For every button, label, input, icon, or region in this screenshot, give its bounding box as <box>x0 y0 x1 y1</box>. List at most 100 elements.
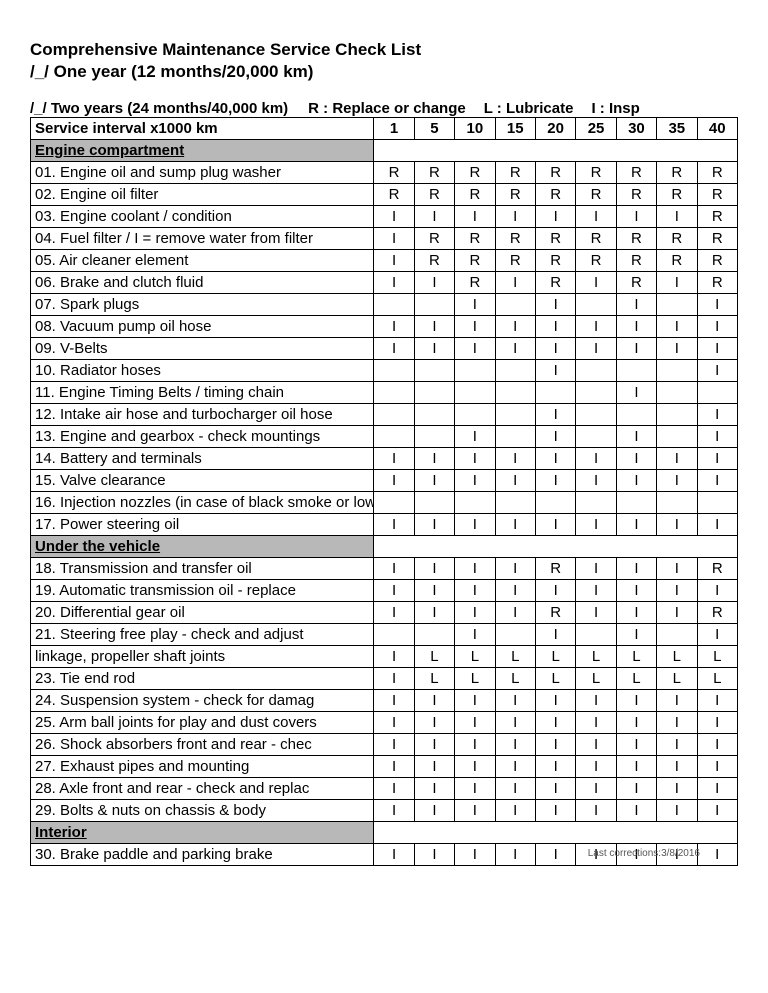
table-row: 24. Suspension system - check for damagI… <box>31 690 738 712</box>
cell <box>374 426 414 448</box>
legend-two-years: /_/ Two years (24 months/40,000 km) <box>30 100 288 117</box>
cell: I <box>455 734 495 756</box>
cell: I <box>616 624 656 646</box>
cell: I <box>455 690 495 712</box>
cell <box>374 382 414 404</box>
cell: I <box>697 404 737 426</box>
row-label: 17. Power steering oil <box>31 514 374 536</box>
cell: I <box>495 558 535 580</box>
table-row: 12. Intake air hose and turbocharger oil… <box>31 404 738 426</box>
cell: I <box>414 316 454 338</box>
cell: I <box>576 514 616 536</box>
cell: I <box>374 756 414 778</box>
cell: I <box>616 426 656 448</box>
km-col-8: 40 <box>697 118 737 140</box>
cell <box>495 404 535 426</box>
cell: I <box>535 800 575 822</box>
cell: I <box>414 756 454 778</box>
row-label: 11. Engine Timing Belts / timing chain <box>31 382 374 404</box>
cell <box>374 492 414 514</box>
cell: R <box>535 602 575 624</box>
row-label: 08. Vacuum pump oil hose <box>31 316 374 338</box>
cell: I <box>455 426 495 448</box>
cell: I <box>535 448 575 470</box>
cell: I <box>414 800 454 822</box>
cell: I <box>657 580 697 602</box>
cell: R <box>657 162 697 184</box>
cell: I <box>374 470 414 492</box>
cell: I <box>697 426 737 448</box>
cell <box>576 294 616 316</box>
cell: R <box>455 228 495 250</box>
cell: I <box>495 734 535 756</box>
row-label: 26. Shock absorbers front and rear - che… <box>31 734 374 756</box>
cell: R <box>616 228 656 250</box>
cell: I <box>495 316 535 338</box>
cell: R <box>535 184 575 206</box>
cell <box>374 624 414 646</box>
table-row: 27. Exhaust pipes and mountingIIIIIIIII <box>31 756 738 778</box>
table-row: 07. Spark plugsIIII <box>31 294 738 316</box>
cell <box>657 360 697 382</box>
cell: I <box>414 470 454 492</box>
cell: I <box>455 316 495 338</box>
cell: I <box>535 294 575 316</box>
cell <box>495 492 535 514</box>
cell: I <box>414 558 454 580</box>
cell <box>697 382 737 404</box>
row-label: 03. Engine coolant / condition <box>31 206 374 228</box>
cell: I <box>495 580 535 602</box>
row-label: linkage, propeller shaft joints <box>31 646 374 668</box>
table-row: 15. Valve clearanceIIIIIIIII <box>31 470 738 492</box>
cell: I <box>616 294 656 316</box>
cell: R <box>535 558 575 580</box>
cell: L <box>495 646 535 668</box>
cell: I <box>374 778 414 800</box>
cell: R <box>455 184 495 206</box>
cell: I <box>414 514 454 536</box>
cell: I <box>495 206 535 228</box>
cell: R <box>455 250 495 272</box>
table-row: 08. Vacuum pump oil hoseIIIIIIIII <box>31 316 738 338</box>
km-col-3: 15 <box>495 118 535 140</box>
cell: I <box>455 602 495 624</box>
cell: R <box>414 184 454 206</box>
cell: I <box>616 382 656 404</box>
cell: I <box>374 250 414 272</box>
cell: I <box>535 360 575 382</box>
table-row: 25. Arm ball joints for play and dust co… <box>31 712 738 734</box>
cell <box>657 294 697 316</box>
cell: L <box>616 668 656 690</box>
cell: R <box>455 162 495 184</box>
cell: I <box>495 778 535 800</box>
km-col-1: 5 <box>414 118 454 140</box>
row-label: 12. Intake air hose and turbocharger oil… <box>31 404 374 426</box>
cell: I <box>616 712 656 734</box>
cell <box>535 492 575 514</box>
cell: I <box>374 272 414 294</box>
cell <box>374 294 414 316</box>
cell: I <box>697 294 737 316</box>
cell: I <box>455 580 495 602</box>
cell: I <box>616 206 656 228</box>
cell: I <box>495 844 535 866</box>
cell <box>495 360 535 382</box>
cell <box>455 404 495 426</box>
cell: R <box>657 228 697 250</box>
cell <box>455 382 495 404</box>
cell: I <box>374 558 414 580</box>
cell: I <box>414 338 454 360</box>
cell <box>616 492 656 514</box>
cell: I <box>455 206 495 228</box>
cell: R <box>576 228 616 250</box>
cell: I <box>697 514 737 536</box>
cell: R <box>576 162 616 184</box>
cell: I <box>657 470 697 492</box>
cell: I <box>374 580 414 602</box>
cell: R <box>495 228 535 250</box>
footer-text: Last corrections:3/8/2016 <box>588 848 700 859</box>
section-header-row: Engine compartment <box>31 140 738 162</box>
cell: L <box>697 646 737 668</box>
cell: I <box>697 580 737 602</box>
page-title: Comprehensive Maintenance Service Check … <box>30 40 738 60</box>
